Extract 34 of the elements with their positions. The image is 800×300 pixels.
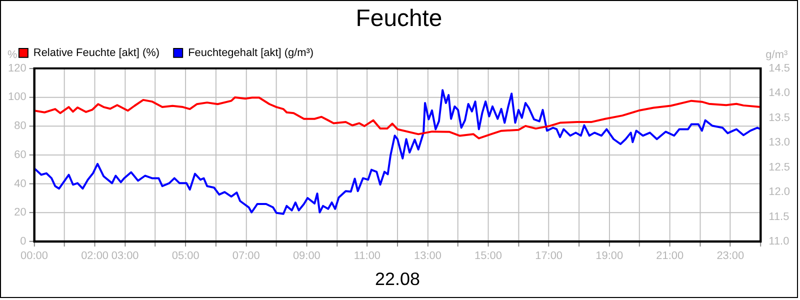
x-tick-label: 21:00: [656, 250, 684, 262]
x-tick-label: 02:00: [81, 250, 109, 262]
y2-tick-label: 13.5: [768, 112, 790, 124]
y2-tick-label: 11.0: [768, 236, 790, 248]
y2-tick-label: 11.5: [768, 210, 790, 223]
y-tick-label: 40: [14, 178, 26, 190]
x-tick-label: 19:00: [596, 250, 624, 262]
y-tick-label: 20: [14, 206, 26, 219]
x-tick-label: 03:00: [111, 250, 139, 262]
y2-tick-label: 13.0: [768, 136, 790, 149]
x-tick-label: 05:00: [172, 250, 200, 262]
y2-tick-label: 12.0: [768, 186, 790, 198]
y2-tick-label: 14.5: [768, 62, 790, 74]
x-tick-label: 13:00: [414, 250, 442, 262]
y-axis-title: %: [7, 48, 18, 61]
legend-label: Relative Feuchte [akt] (%): [33, 46, 160, 59]
y-tick-label: 60: [14, 148, 26, 161]
y2-tick-label: 12.5: [768, 161, 790, 174]
chart-title: Feuchte: [356, 4, 442, 32]
x-tick-label: 23:00: [716, 250, 744, 262]
y2-axis-title: g/m³: [766, 48, 788, 61]
y-tick-label: 120: [8, 62, 26, 74]
legend-label: Feuchtegehalt [akt] (g/m³): [188, 46, 314, 59]
y-tick-label: 80: [14, 120, 26, 132]
x-tick-label: 07:00: [232, 250, 260, 262]
y-tick-label: 0: [20, 236, 26, 248]
x-tick-label: 11:00: [354, 250, 381, 262]
y2-tick-label: 14.0: [768, 87, 790, 100]
x-tick-label: 00:00: [20, 250, 48, 262]
x-tick-label: 15:00: [474, 250, 502, 262]
x-axis-title: 22.08: [375, 269, 420, 290]
x-tick-label: 09:00: [292, 250, 320, 262]
x-tick-label: 17:00: [535, 250, 563, 262]
y-tick-label: 100: [8, 91, 26, 104]
